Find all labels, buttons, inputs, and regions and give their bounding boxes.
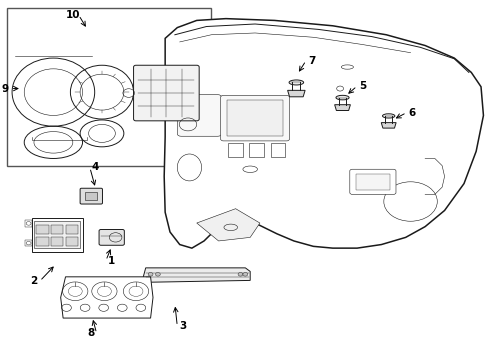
Text: 3: 3 [179, 321, 186, 331]
Bar [85, 192, 97, 201]
Polygon shape [334, 105, 350, 111]
Bar [226, 100, 282, 136]
Bar [31, 218, 82, 252]
Bar [270, 143, 285, 157]
Polygon shape [196, 209, 260, 241]
Bar [7, 8, 211, 166]
Ellipse shape [382, 114, 394, 118]
Text: 7: 7 [307, 55, 315, 66]
Ellipse shape [288, 80, 303, 85]
Text: 8: 8 [87, 328, 94, 338]
Bar [249, 143, 263, 157]
Text: 2: 2 [30, 276, 38, 286]
FancyBboxPatch shape [349, 169, 395, 194]
Polygon shape [143, 268, 250, 282]
FancyBboxPatch shape [177, 95, 221, 136]
FancyBboxPatch shape [133, 65, 199, 121]
Bar [36, 225, 48, 234]
Text: 5: 5 [359, 81, 366, 91]
Text: 4: 4 [92, 162, 99, 172]
Bar [34, 221, 80, 248]
Bar [65, 237, 78, 246]
FancyBboxPatch shape [220, 95, 289, 141]
Polygon shape [164, 19, 483, 248]
FancyBboxPatch shape [99, 229, 124, 245]
Circle shape [155, 273, 160, 276]
Polygon shape [287, 90, 305, 97]
Polygon shape [381, 123, 395, 128]
Bar [25, 240, 32, 246]
Circle shape [238, 273, 243, 276]
Bar [36, 237, 48, 246]
Ellipse shape [335, 95, 348, 100]
Circle shape [243, 273, 247, 276]
Text: 6: 6 [408, 108, 415, 118]
Text: 1: 1 [108, 256, 115, 266]
Bar [51, 225, 63, 234]
Bar [25, 220, 32, 226]
Bar [355, 174, 389, 190]
Bar [51, 237, 63, 246]
Circle shape [148, 273, 153, 276]
Bar [228, 143, 243, 157]
Text: 10: 10 [65, 10, 80, 20]
Bar [65, 225, 78, 234]
Polygon shape [61, 277, 153, 318]
Text: 9: 9 [1, 84, 8, 94]
FancyBboxPatch shape [80, 188, 102, 204]
